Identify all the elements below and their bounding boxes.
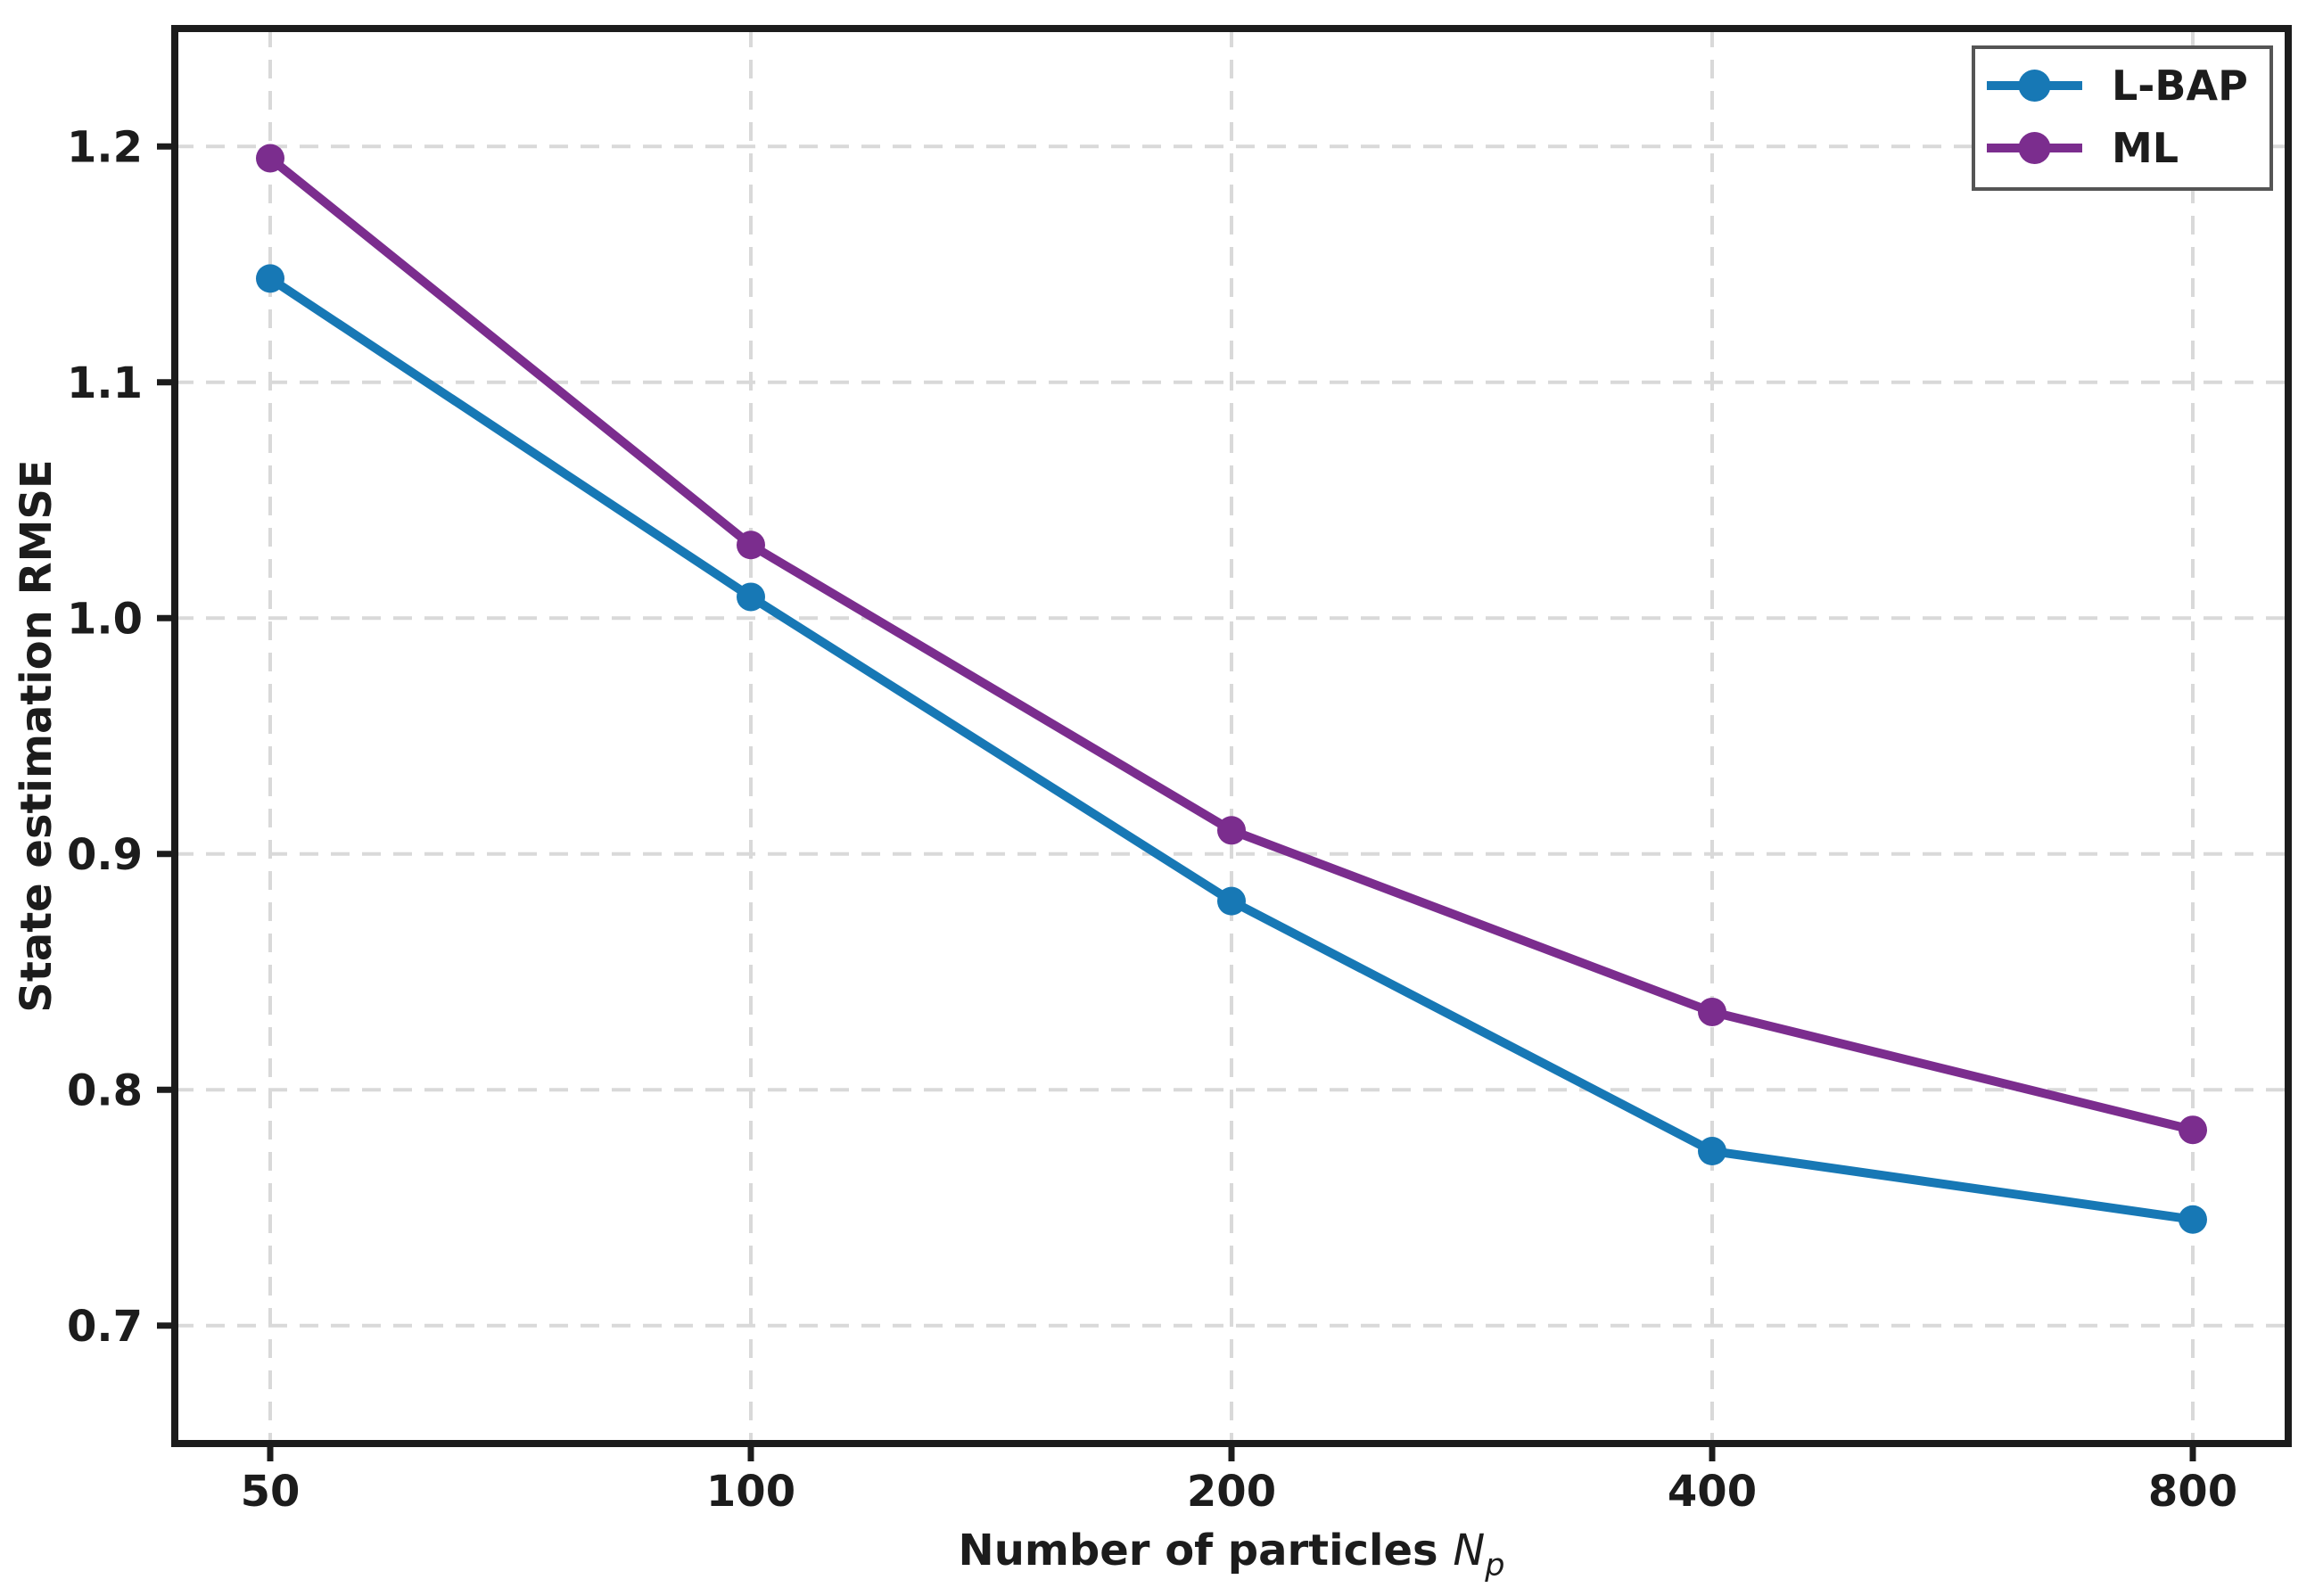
series-line-ml [267, 154, 2195, 1135]
y-tick-label-0.7: 0.7 [67, 1302, 143, 1352]
y-tick-label-1.2: 1.2 [67, 122, 143, 172]
x-tick-label-100: 100 [706, 1467, 795, 1517]
legend-label-l-bap: L-BAP [2112, 62, 2248, 110]
data-point-ml-100 [737, 531, 765, 560]
legend: L-BAP ML [1972, 45, 2273, 191]
series-layer [256, 144, 2207, 1234]
x-tick-label-400: 400 [1668, 1467, 1757, 1517]
data-point-ml-400 [1698, 997, 1726, 1026]
data-point-ml-50 [256, 144, 284, 173]
data-point-l-bap-50 [256, 264, 284, 293]
x-tick-label-200: 200 [1187, 1467, 1276, 1517]
series-ml [256, 144, 2207, 1145]
legend-entry-ml: ML [1987, 124, 2179, 172]
data-point-ml-800 [2179, 1115, 2207, 1145]
legend-label-ml: ML [2112, 124, 2179, 172]
data-point-l-bap-400 [1698, 1137, 1726, 1166]
data-point-l-bap-200 [1217, 886, 1246, 916]
legend-marker-ml [2018, 132, 2051, 164]
y-tick-label-1.1: 1.1 [67, 358, 143, 408]
data-point-l-bap-100 [737, 582, 765, 612]
y-tick-label-1.0: 1.0 [67, 594, 143, 644]
grid-layer [175, 29, 2288, 1444]
axes-layer: 50 100 200 400 800 0.7 0.8 0.9 1.0 1.1 1.2 [67, 25, 2292, 1517]
y-tick-label-0.9: 0.9 [67, 830, 143, 880]
legend-marker-l-bap [2018, 70, 2051, 102]
data-point-ml-200 [1217, 816, 1246, 845]
data-point-l-bap-800 [2179, 1205, 2207, 1234]
legend-entry-l-bap: L-BAP [1987, 62, 2248, 110]
x-tick-label-800: 800 [2148, 1467, 2237, 1517]
legend-box [1972, 45, 2273, 191]
y-tick-label-0.8: 0.8 [67, 1065, 143, 1115]
series-l-bap [256, 264, 2207, 1234]
x-axis-label: Number of particles Np [959, 1526, 1505, 1584]
x-tick-label-50: 50 [241, 1467, 301, 1517]
y-axis-label: State estimation RMSE [12, 459, 62, 1012]
